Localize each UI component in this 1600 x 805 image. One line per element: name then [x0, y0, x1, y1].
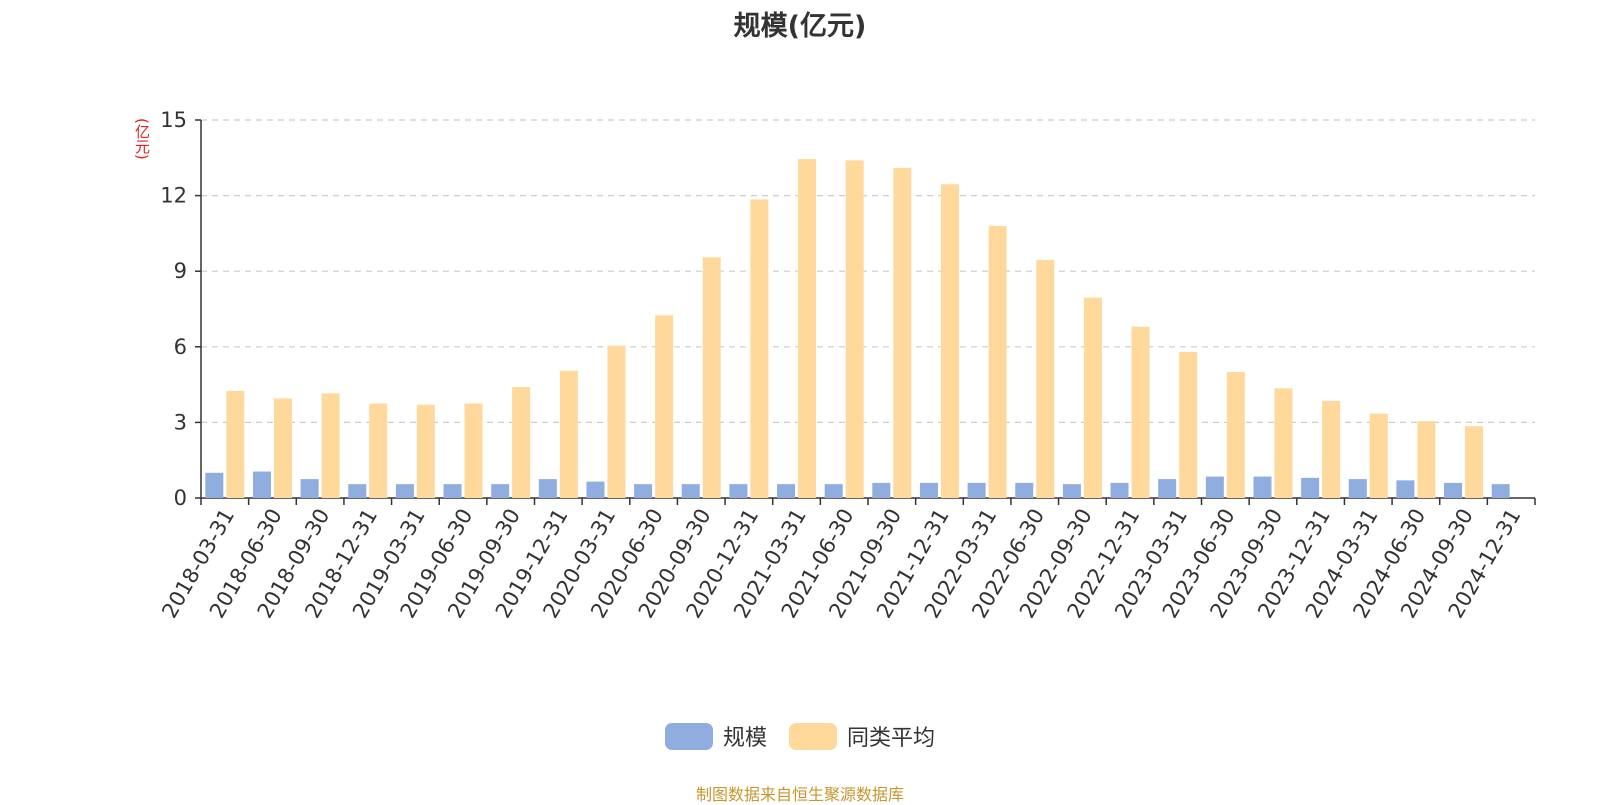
bar-scale	[1348, 479, 1367, 498]
bar-scale	[1205, 476, 1224, 498]
bar-peer-average	[1322, 400, 1341, 498]
bar-peer-average	[702, 257, 721, 498]
y-tick-label: 9	[174, 259, 187, 283]
legend-label-peer-average: 同类平均	[847, 726, 936, 751]
bar-peer-average	[226, 390, 245, 498]
bar-peer-average	[750, 199, 769, 498]
y-axis-unit-label: (亿元)	[133, 118, 151, 160]
y-tick-label: 12	[160, 184, 187, 208]
y-tick-label: 6	[174, 335, 187, 359]
bar-scale	[1491, 484, 1510, 498]
bar-scale	[300, 479, 319, 498]
bar-peer-average	[1036, 259, 1055, 498]
bar-scale	[967, 482, 986, 498]
bar-scale	[1158, 479, 1177, 498]
bar-peer-average	[655, 315, 674, 498]
bar-scale	[348, 484, 367, 498]
bar-peer-average	[1083, 297, 1102, 498]
legend-item-scale[interactable]: 规模	[664, 720, 767, 752]
bar-peer-average	[273, 398, 292, 498]
bar-scale	[491, 484, 510, 498]
bar-scale	[443, 484, 462, 498]
bar-peer-average	[416, 404, 435, 498]
bar-scale	[1444, 482, 1463, 498]
bar-peer-average	[1369, 413, 1388, 498]
bar-peer-average	[845, 160, 864, 498]
bar-scale	[1253, 476, 1272, 498]
bar-peer-average	[1417, 421, 1436, 498]
bar-peer-average	[369, 403, 388, 498]
bar-scale	[395, 484, 414, 498]
bar-peer-average	[512, 387, 531, 498]
bar-peer-average	[1179, 351, 1198, 498]
y-tick-label: 0	[174, 486, 187, 510]
bar-scale	[252, 471, 271, 498]
bar-scale	[919, 482, 938, 498]
bar-scale	[634, 484, 653, 498]
bar-peer-average	[798, 159, 817, 498]
bar-peer-average	[559, 370, 578, 498]
y-tick-label: 15	[160, 108, 187, 132]
y-tick-label: 3	[174, 410, 187, 434]
bar-scale	[872, 482, 891, 498]
bar-scale	[777, 484, 796, 498]
bar-peer-average	[464, 403, 483, 498]
bar-peer-average	[940, 184, 959, 498]
bar-scale	[586, 481, 605, 498]
bar-peer-average	[1274, 388, 1293, 498]
legend-swatch-peer-average	[789, 722, 837, 750]
bar-scale	[1396, 480, 1415, 498]
bar-scale	[824, 484, 843, 498]
bar-peer-average	[607, 345, 626, 498]
data-source-note: 制图数据来自恒生聚源数据库	[695, 785, 904, 804]
bar-peer-average	[1131, 326, 1150, 498]
bar-scale	[205, 472, 224, 498]
bar-scale	[1015, 482, 1034, 498]
chart-title: 规模(亿元)	[733, 11, 867, 42]
legend-label-scale: 规模	[722, 726, 767, 751]
bar-scale	[681, 484, 700, 498]
bar-peer-average	[321, 393, 340, 498]
bar-scale	[1301, 477, 1320, 498]
legend: 规模 同类平均	[0, 720, 1600, 752]
bar-scale	[1110, 482, 1129, 498]
bar-peer-average	[893, 167, 912, 498]
bar-scale	[1062, 484, 1081, 498]
bar-peer-average	[988, 225, 1007, 498]
bar-scale	[729, 484, 748, 498]
legend-swatch-scale	[664, 722, 713, 750]
bar-peer-average	[1465, 426, 1484, 498]
legend-item-peer-average[interactable]: 同类平均	[789, 720, 935, 752]
bar-scale	[538, 479, 557, 498]
bar-peer-average	[1226, 372, 1245, 498]
